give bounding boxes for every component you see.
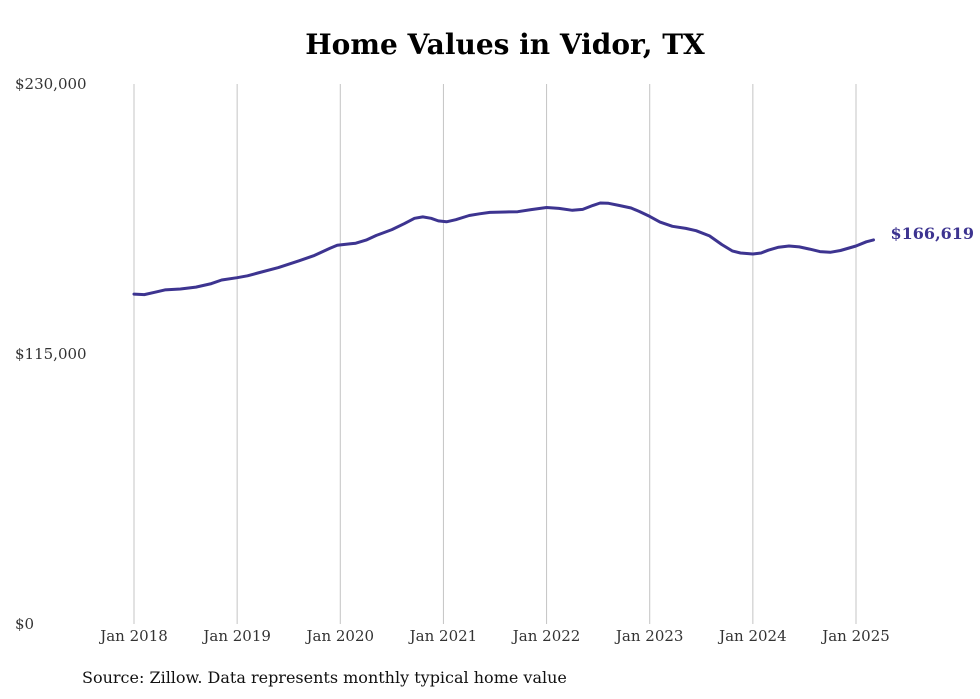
x-tick-label: Jan 2024 — [717, 627, 787, 645]
x-tick-label: Jan 2021 — [408, 627, 478, 645]
x-tick-label: Jan 2020 — [305, 627, 375, 645]
end-label-layer: $166,619 — [891, 224, 975, 243]
gridlines — [133, 84, 857, 624]
y-tick-label: $115,000 — [15, 345, 87, 363]
chart-title: Home Values in Vidor, TX — [305, 28, 705, 61]
x-axis-ticks: Jan 2018 Jan 2019 Jan 2020 Jan 2021 Jan 2022… — [98, 627, 890, 645]
x-tick-label: Jan 2022 — [511, 627, 581, 645]
source-note: Source: Zillow. Data represents monthly … — [82, 668, 567, 687]
y-axis-ticks: $0 $115,000 $230,000 — [15, 75, 87, 633]
y-tick-label: $230,000 — [15, 75, 87, 93]
x-tick-label: Jan 2025 — [820, 627, 890, 645]
y-tick-label: $0 — [15, 615, 34, 633]
x-tick-label: Jan 2019 — [201, 627, 271, 645]
x-tick-label: Jan 2023 — [614, 627, 684, 645]
end-value-label: $166,619 — [891, 224, 975, 243]
x-tick-label: Jan 2018 — [98, 627, 168, 645]
series-line — [132, 201, 875, 297]
series-layer — [132, 201, 875, 297]
